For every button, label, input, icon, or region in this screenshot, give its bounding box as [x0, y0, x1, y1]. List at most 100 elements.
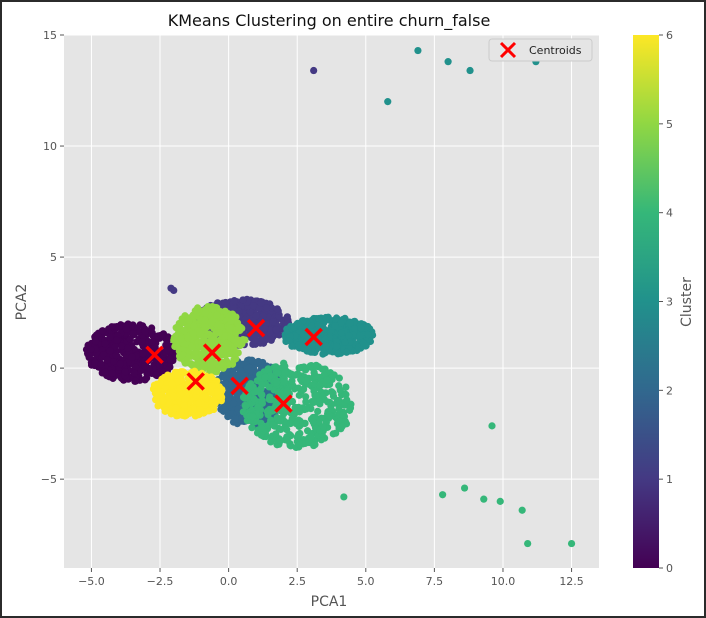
cluster-0-point	[112, 351, 120, 359]
colorbar-label: Cluster	[679, 277, 695, 327]
cluster-5-point	[194, 358, 202, 366]
cluster-4-point	[335, 382, 343, 390]
cluster-2-point	[225, 393, 233, 401]
cluster-5-point	[217, 322, 225, 331]
cluster-6-point	[200, 392, 208, 400]
cluster-3-point	[341, 338, 349, 347]
cluster-1-point	[258, 336, 267, 344]
cluster-4-point	[335, 405, 343, 413]
legend: Centroids	[488, 38, 593, 62]
cluster-4-point	[295, 441, 303, 449]
colorbar-tick-label: 0	[666, 562, 673, 575]
outlier-point	[524, 539, 532, 548]
cluster-0-point	[122, 325, 131, 333]
cluster-4-point	[258, 391, 266, 399]
cluster-4-point	[248, 424, 256, 432]
cluster-5-point	[173, 324, 181, 332]
cluster-6-point	[181, 395, 189, 404]
cluster-2-point	[229, 399, 238, 407]
cluster-6-point	[195, 411, 203, 419]
plot-area	[64, 35, 599, 568]
cluster-4-point	[286, 441, 294, 449]
cluster-5-point	[213, 360, 221, 368]
colorbar-ticks: 0 1 2 3 4 5 6	[659, 29, 673, 575]
cluster-4-point	[318, 365, 327, 373]
cluster-6-point	[208, 382, 216, 390]
cluster-4-point	[297, 375, 305, 383]
outlier-point	[384, 98, 392, 106]
cluster-5-point	[203, 360, 211, 369]
cluster-5-point	[179, 351, 187, 359]
cluster-4-point	[281, 369, 289, 377]
cluster-0-point	[85, 352, 93, 360]
cluster-6-point	[210, 402, 218, 410]
outlier-point	[466, 66, 474, 75]
centroid-marker	[304, 327, 323, 347]
colorbar-tick-label: 4	[666, 207, 673, 220]
cluster-5-point	[201, 316, 209, 324]
cluster-6-point	[180, 401, 188, 410]
legend-label-centroids: Centroids	[529, 44, 582, 57]
cluster-5-point	[206, 340, 214, 348]
centroid-marker	[230, 376, 249, 396]
centroid-marker	[274, 394, 293, 413]
cluster-5-point	[188, 343, 196, 351]
cluster-1-point	[230, 297, 238, 305]
x-tick-label: −5.0	[78, 575, 105, 588]
cluster-4-point	[310, 369, 318, 377]
cluster-4-point	[281, 362, 289, 370]
x-axis-label: PCA1	[311, 594, 348, 610]
centroid-marker	[186, 372, 205, 391]
y-axis-ticks: −5 0 5 10 15	[41, 29, 64, 486]
cluster-3-point	[334, 350, 342, 358]
cluster-6-point	[192, 387, 201, 395]
centroid-marker	[246, 318, 266, 338]
cluster-3-point	[315, 314, 323, 323]
cluster-4-point	[315, 381, 324, 390]
cluster-3-point	[364, 331, 372, 339]
cluster-0-point	[97, 360, 105, 368]
colorbar-tick-label: 2	[666, 384, 673, 397]
cluster-4-point	[302, 377, 310, 385]
cluster-5-point	[219, 349, 227, 357]
colorbar-tick-label: 1	[666, 473, 673, 486]
cluster-3-point	[322, 313, 330, 322]
cluster-0-point	[130, 369, 138, 377]
cluster-1-point	[246, 308, 254, 316]
y-tick-label: −5	[41, 473, 57, 486]
cluster-0-point	[152, 371, 160, 379]
cluster-0-point	[101, 340, 109, 348]
cluster-3-point	[346, 319, 354, 327]
centroid-marker	[202, 343, 222, 362]
cluster-5-point	[221, 332, 229, 340]
cluster-6-point	[172, 404, 180, 412]
cluster-3-point	[337, 329, 345, 337]
chart-title: KMeans Clustering on entire churn_false	[168, 11, 491, 31]
cluster-5-point	[226, 324, 234, 332]
outlier-point	[496, 497, 504, 505]
cluster-6-point	[173, 371, 181, 379]
x-tick-label: 2.5	[288, 575, 306, 588]
cluster-6-point	[207, 388, 216, 397]
cluster-1-point	[235, 307, 243, 316]
cluster-5-point	[190, 322, 198, 330]
cluster-3-point	[285, 337, 293, 345]
cluster-5-point	[201, 309, 210, 317]
cluster-5-point	[196, 329, 204, 338]
cluster-1-point	[251, 332, 259, 340]
cluster-0-point	[108, 369, 116, 377]
cluster-4-point	[294, 384, 302, 392]
cluster-4-point	[312, 391, 320, 399]
cluster-0-point	[124, 344, 132, 352]
cluster-3-point	[308, 322, 316, 330]
cluster-4-point	[280, 378, 288, 386]
cluster-4-point	[302, 398, 310, 406]
cluster-2-point	[233, 371, 241, 380]
cluster-1-point	[252, 312, 260, 320]
cluster-1-point	[239, 296, 247, 304]
cluster-5-point	[191, 348, 200, 356]
cluster-0-point	[141, 328, 149, 336]
cluster-4-point	[345, 406, 354, 414]
cluster-0-point	[148, 338, 156, 346]
x-tick-label: 0.0	[220, 575, 238, 588]
